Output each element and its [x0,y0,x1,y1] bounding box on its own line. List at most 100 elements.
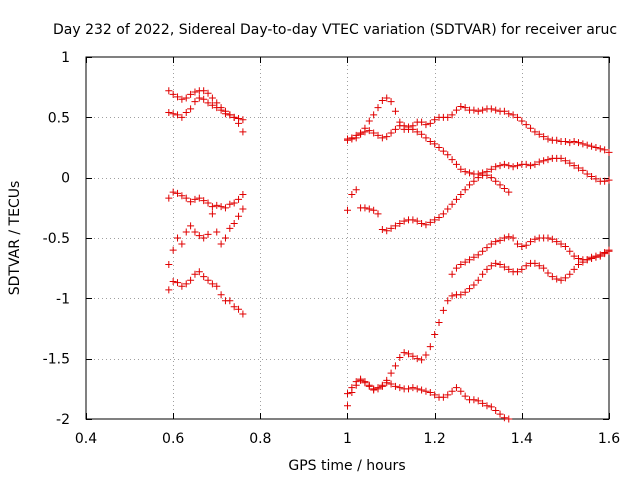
data-point [561,274,569,282]
data-point [452,160,460,168]
data-point [457,165,465,173]
data-point [544,156,552,164]
data-point [527,238,535,246]
data-point [566,159,574,167]
x-tick-label: 1.4 [511,431,533,447]
data-point [479,270,487,278]
data-point [178,113,186,121]
data-point [213,201,221,209]
data-point [566,139,574,147]
data-point [574,164,582,172]
series-s10 [344,376,513,423]
data-point [566,247,574,255]
data-point [570,265,578,273]
data-point [474,397,482,405]
data-point [361,379,369,387]
data-point [204,199,212,207]
data-point [487,165,495,173]
data-point [479,247,487,255]
series-s11 [448,233,613,278]
data-point [169,188,177,196]
data-point [352,378,360,386]
data-point [165,286,173,294]
data-point [561,157,569,165]
data-point [461,392,469,400]
data-point [435,213,443,221]
data-point [387,380,395,388]
data-point [378,226,386,234]
data-point [396,220,404,228]
data-point [221,204,229,212]
data-point [548,273,556,281]
data-point [169,277,177,285]
data-point [461,258,469,266]
data-point [178,240,186,248]
data-point [561,137,569,145]
data-point [217,291,225,299]
y-axis-label: SDTVAR / TECUs [7,181,23,296]
data-point [370,111,378,119]
x-tick-label: 0.6 [162,431,184,447]
data-point [444,391,452,399]
data-point [605,148,613,156]
data-point [348,191,356,199]
data-point [496,410,504,418]
data-point [383,379,391,387]
data-point [483,244,491,252]
data-point [470,396,478,404]
data-point [452,106,460,114]
data-point [522,241,530,249]
data-point [165,194,173,202]
data-point [413,385,421,393]
data-point [370,206,378,214]
data-point [208,101,216,109]
data-point [439,393,447,401]
data-point [574,261,582,269]
x-tick-label: 0.8 [249,431,271,447]
data-point [200,95,208,103]
data-point [492,163,500,171]
data-point [452,264,460,272]
data-point [187,90,195,98]
data-point [505,265,513,273]
data-point [527,162,535,170]
data-point [387,98,395,106]
data-point [226,111,234,119]
data-point [518,242,526,250]
data-point [448,387,456,395]
data-point [374,210,382,218]
data-point [535,262,543,270]
data-point [348,134,356,142]
data-point [579,166,587,174]
data-point [365,382,373,390]
data-point [165,87,173,95]
data-point [178,192,186,200]
data-point [444,297,452,305]
data-point [561,242,569,250]
data-point [461,104,469,112]
data-point [213,104,221,112]
data-point [169,110,177,118]
data-point [588,255,596,263]
data-point [470,281,478,289]
data-point [470,106,478,114]
data-point [531,128,539,136]
grid-lines [86,57,609,419]
data-point [605,246,613,254]
data-point [361,128,369,136]
data-point [592,144,600,151]
data-point [431,331,439,339]
data-point [518,117,526,125]
data-point [200,197,208,205]
data-point [496,162,504,170]
data-point [483,402,491,410]
data-point [226,224,234,232]
data-point [235,305,243,313]
data-point [383,94,391,102]
data-point [426,137,434,145]
data-point [588,172,596,180]
data-point [195,94,203,102]
data-point [557,240,565,248]
data-point [230,113,238,121]
